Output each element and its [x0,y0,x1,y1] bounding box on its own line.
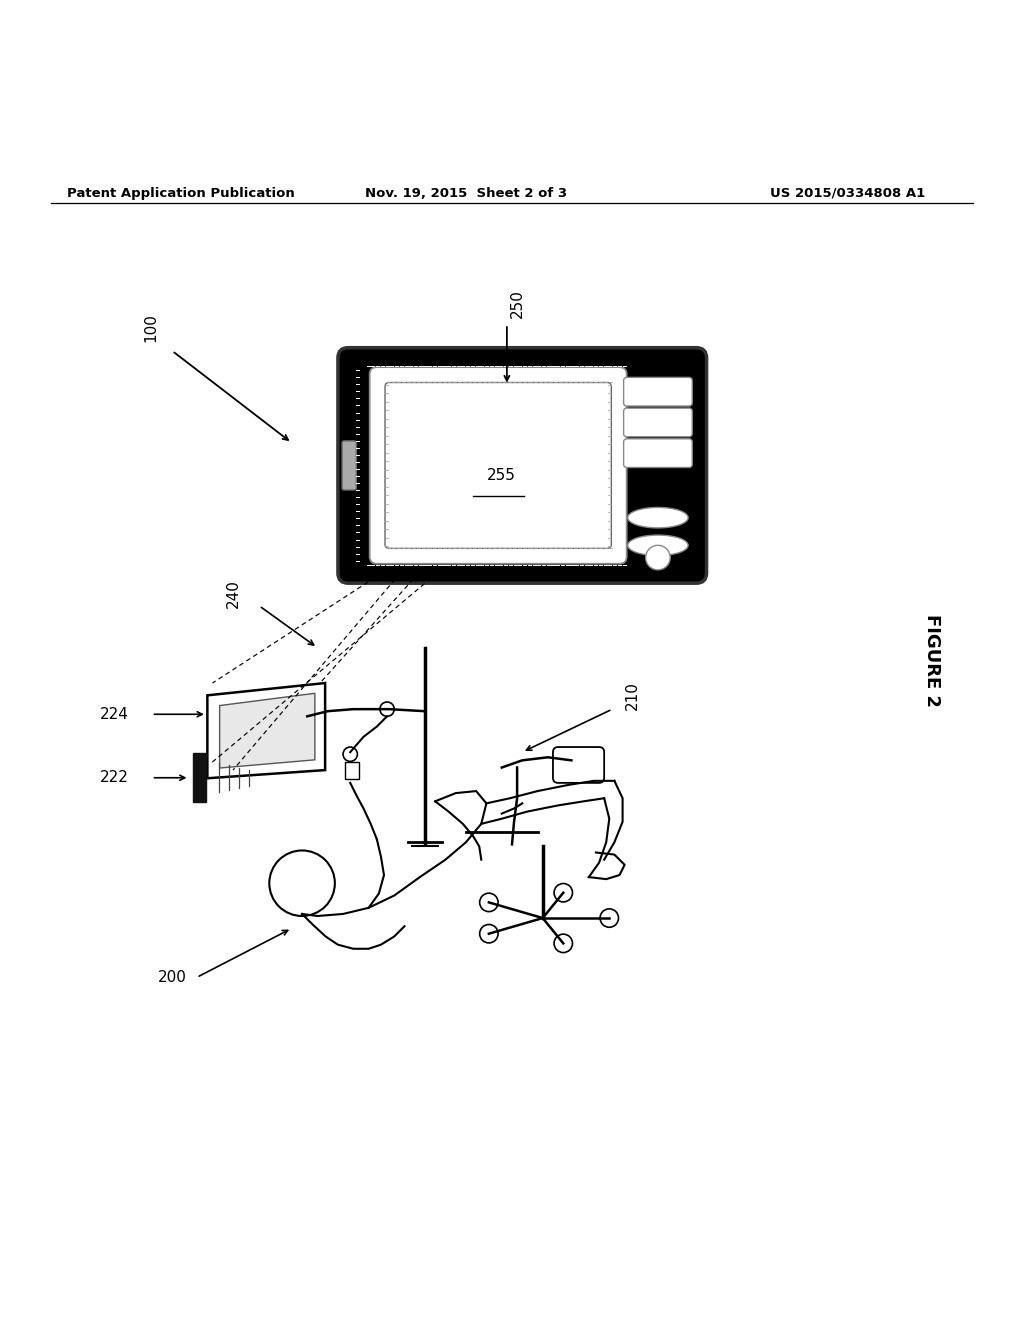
Polygon shape [207,682,326,779]
Circle shape [600,909,618,927]
Circle shape [479,894,498,912]
Text: FIGURE 2: FIGURE 2 [923,614,941,706]
Polygon shape [220,693,315,768]
Text: 255: 255 [487,469,516,483]
Circle shape [479,924,498,942]
FancyBboxPatch shape [624,408,692,437]
Circle shape [554,935,572,953]
Text: Nov. 19, 2015  Sheet 2 of 3: Nov. 19, 2015 Sheet 2 of 3 [365,186,567,199]
Text: 250: 250 [510,289,524,318]
Text: US 2015/0334808 A1: US 2015/0334808 A1 [770,186,926,199]
Text: 200: 200 [158,970,186,985]
Ellipse shape [628,507,688,528]
FancyBboxPatch shape [624,438,692,467]
Text: 210: 210 [626,681,640,710]
Bar [345,763,359,779]
FancyBboxPatch shape [338,347,707,583]
FancyBboxPatch shape [624,378,692,407]
Circle shape [380,702,394,717]
FancyBboxPatch shape [553,747,604,783]
Ellipse shape [628,535,688,556]
Bar [193,754,207,803]
Circle shape [646,545,671,570]
FancyBboxPatch shape [342,441,356,490]
Text: 222: 222 [100,771,129,785]
Circle shape [269,850,335,916]
Text: 240: 240 [226,579,241,609]
Circle shape [554,883,572,902]
Text: 100: 100 [143,313,158,342]
FancyBboxPatch shape [370,367,627,564]
FancyBboxPatch shape [385,383,611,548]
Text: 224: 224 [100,706,129,722]
Text: Patent Application Publication: Patent Application Publication [67,186,294,199]
Circle shape [343,747,357,762]
